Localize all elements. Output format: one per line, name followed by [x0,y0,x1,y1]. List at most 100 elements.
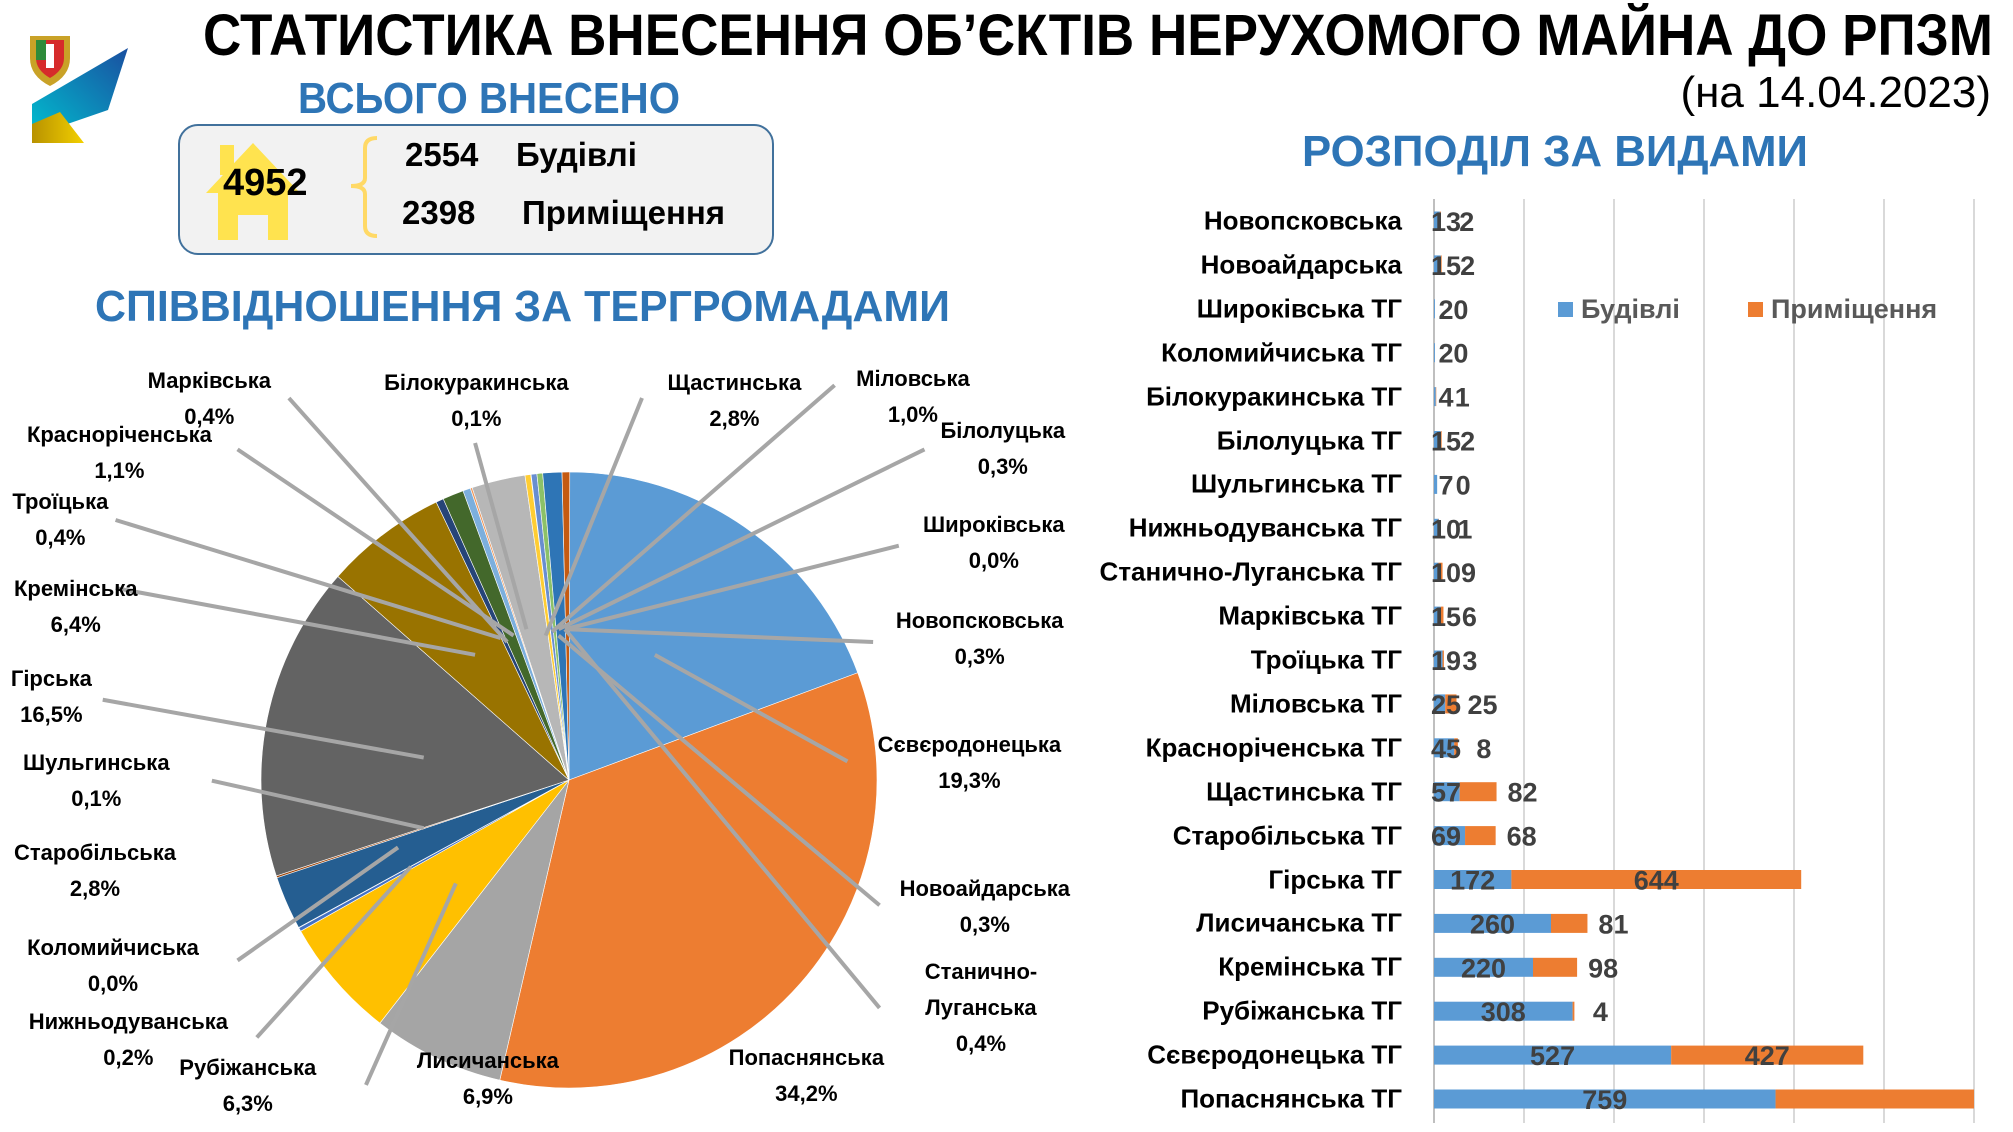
category-label: Марківська ТГ [1218,600,1402,631]
pie-label-value: 0,2% [103,1045,154,1071]
bar-value-premises: 2 [1460,427,1475,457]
pie-label: Станично- Луганська 0,4% [925,954,1038,1062]
bar-value-buildings: 308 [1481,997,1526,1027]
pie-label: Новопсковська 0,3% [896,603,1064,675]
leader-line [255,865,413,1039]
category-label: Щастинська ТГ [1206,776,1402,807]
bar-value-buildings: 45 [1431,734,1461,764]
bar-buildings [1434,957,1533,977]
pie-label: Гірська 16,5% [11,661,92,733]
leader-line [557,447,926,631]
pie-label-name: Сєвєродонецька [877,731,1062,757]
pie-label-name: Старобільська [14,839,177,865]
bar-premises [1459,782,1497,802]
leader-line [564,627,874,644]
pie-label: Старобільська 2,8% [14,835,176,907]
pie-label-name: Коломийчиська [27,934,199,960]
legend-label: Будівлі [1581,294,1680,324]
category-label: Сєвєродонецька ТГ [1147,1039,1402,1070]
bar-value-buildings: 15 [1431,251,1461,281]
pie-label: Марківська 0,4% [148,363,271,435]
bar-value-premises: 98 [1588,953,1618,983]
bar-value-premises: 25 [1467,690,1497,720]
buildings-label: Будівлі [516,136,637,173]
pie-label-value: 0,1% [71,785,122,811]
pie-label-name: Щастинська [667,369,802,395]
bar-value-premises: 82 [1508,778,1538,808]
buildings-count: 2554 [405,136,479,173]
bar-value-buildings: 15 [1431,427,1461,457]
house-icon [206,143,300,240]
pie-label-name: Нижньодуванська [28,1009,228,1035]
pie-slice-3 [300,779,570,1024]
category-label: Коломийчиська ТГ [1161,337,1402,368]
pie-label-name: Рубіжанська [179,1055,317,1081]
bar-value-buildings: 10 [1431,514,1461,544]
bar-value-premises: 0 [1453,339,1468,369]
brace-icon [350,136,378,238]
pie-label-name: Кремінська [14,576,138,602]
bar-buildings [1434,387,1436,407]
bar-buildings [1434,606,1441,626]
pie-label-value: 16,5% [20,702,83,728]
leader-line [236,845,400,963]
category-label: Міловська ТГ [1229,688,1402,719]
category-label: Нижньодуванська ТГ [1128,512,1402,543]
category-label: Новоайдарська [1200,249,1402,280]
report-date: (на 14.04.2023) [1680,68,1991,117]
bar-value-premises: 1 [1455,383,1470,413]
pie-label: Коломийчиська 0,0% [27,930,199,1002]
leader-line [564,543,900,632]
bar-value-premises: 427 [1745,1041,1790,1071]
leader-line [653,653,849,764]
bar-premises [1572,1001,1575,1021]
category-label: Рубіжанська ТГ [1202,995,1402,1026]
bar-value-buildings: 13 [1431,207,1461,237]
category-label: Гірська ТГ [1268,864,1402,894]
bar-buildings [1434,913,1551,933]
pie-label-name: Новоайдарська [899,875,1071,901]
pie-label: Щастинська 2,8% [668,365,802,437]
bar-buildings [1434,518,1439,538]
category-label: Білокуракинська ТГ [1146,381,1402,412]
bar-premises [1442,650,1444,670]
bar-value-premises: 8 [1476,734,1491,764]
bar-value-buildings: 527 [1530,1041,1575,1071]
bar-value-buildings: 2 [1438,295,1453,325]
pie-label-name: Красноріченська [26,422,212,448]
bar-premises [1439,211,1441,231]
pie-slice-2 [379,779,570,1081]
bar-value-buildings: 759 [1582,1085,1627,1115]
bar-value-buildings: 4 [1438,383,1453,413]
leader-line [557,634,881,907]
pie-label-value: 1,1% [94,458,145,484]
pie-label-name: Троїцька [12,489,109,515]
category-label: Білолуцька ТГ [1216,425,1402,455]
pie-label-value: 1,0% [887,401,938,427]
bar-value-buildings: 220 [1461,953,1506,983]
total-heading: ВСЬОГО ВНЕСЕНО [298,74,680,123]
bar-value-premises: 0 [1456,470,1471,500]
bar-buildings [1434,694,1446,714]
bar-premises [1465,826,1496,846]
category-label: Кремінська ТГ [1218,951,1402,982]
pie-label-value: 0,4% [35,525,86,551]
bar-buildings [1434,562,1439,582]
bar-buildings [1434,343,1435,363]
bar-value-buildings: 2 [1438,339,1453,369]
pie-label-value: 0,0% [968,548,1019,574]
bar-premises [1454,738,1458,758]
bar-value-buildings: 172 [1450,866,1495,896]
logo [30,36,128,143]
bar-value-premises: 4 [1593,997,1608,1027]
pie-label: Лисичанська 6,9% [417,1043,559,1115]
pie-label-name: Білолуцька [940,418,1066,444]
pie-label: Новоайдарська 0,3% [900,871,1070,943]
bar-value-premises: 6 [1462,602,1477,632]
premises-count: 2398 [402,194,476,231]
leader-line [364,882,458,1086]
legend-swatch-premises [1748,302,1763,317]
bar-value-premises: 0 [1453,295,1468,325]
pie-label-value: 0,1% [451,405,502,431]
